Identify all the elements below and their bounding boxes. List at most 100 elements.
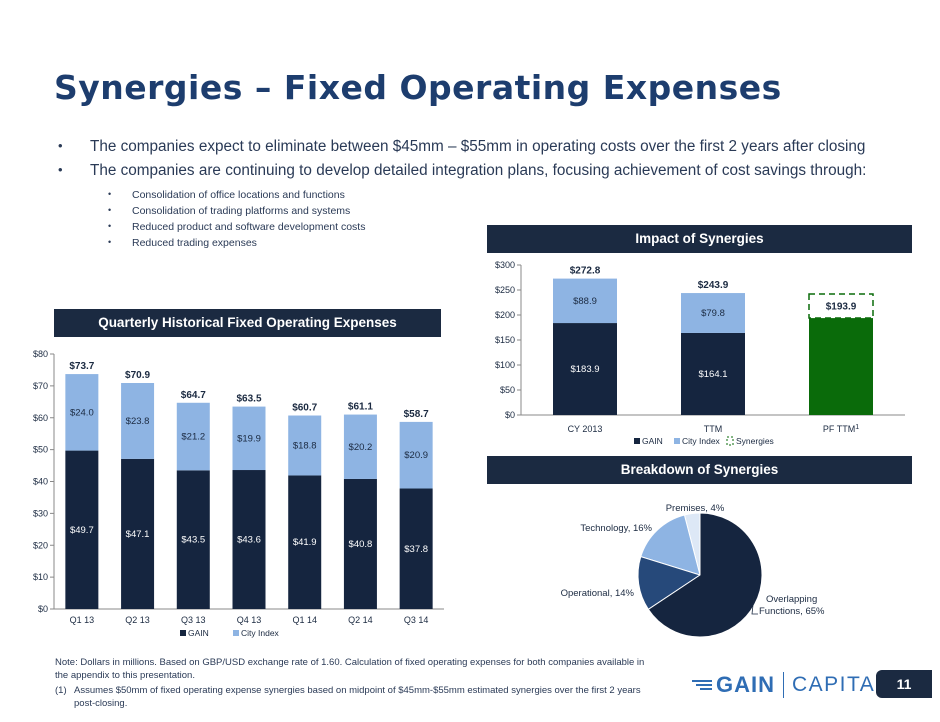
bar-city-index xyxy=(343,414,377,479)
sub-bullet-item: Reduced trading expenses xyxy=(108,237,365,249)
data-label: $24.0 xyxy=(70,407,94,418)
pie-label-operational: Operational, 14% xyxy=(561,588,635,599)
total-label: $243.9 xyxy=(698,280,729,291)
bar-gain xyxy=(121,458,155,609)
legend-label: City Index xyxy=(682,436,721,446)
data-label: $47.1 xyxy=(126,529,150,540)
sub-bullet-item: Reduced product and software development… xyxy=(108,221,365,233)
pie-label-overlapping-1: Overlapping xyxy=(766,594,817,605)
legend-swatch-gain xyxy=(634,438,640,444)
data-label: $40.8 xyxy=(349,539,373,550)
y-tick-label: $40 xyxy=(33,477,48,487)
footnote-1: (1) Assumes $50mm of fixed operating expe… xyxy=(55,685,645,710)
y-tick-label: $70 xyxy=(33,381,48,391)
x-tick-label: Q3 14 xyxy=(404,615,429,625)
total-label: $64.7 xyxy=(181,390,206,401)
pie-slice-2 xyxy=(640,514,701,576)
data-label: $20.9 xyxy=(404,450,428,461)
bar-gain xyxy=(288,475,322,609)
data-label: $23.8 xyxy=(126,416,150,427)
total-label: $63.5 xyxy=(236,394,261,405)
pie-label-premises: Premises, 4% xyxy=(666,503,725,514)
x-tick-label: PF TTM1 xyxy=(823,424,859,434)
bar-gain xyxy=(176,470,210,609)
impact-chart-header: Impact of Synergies xyxy=(487,225,912,253)
bar-gain xyxy=(65,450,99,609)
page-title: Synergies – Fixed Operating Expenses xyxy=(54,68,782,107)
footnotes: Note: Dollars in millions. Based on GBP/… xyxy=(55,657,645,710)
total-label: $73.7 xyxy=(69,361,94,372)
bar-city-index xyxy=(553,278,617,324)
quarterly-expenses-chart: $0 $10 $20 $30 $40 $50 $60 $70 $80 $49.7 $24.0 $73.… xyxy=(33,349,444,638)
footnote-text: Assumes $50mm of fixed operating expense… xyxy=(74,685,641,709)
bar-city-index xyxy=(399,421,433,489)
bar-synergies xyxy=(808,293,874,319)
total-label: $61.1 xyxy=(348,402,373,413)
x-tick-label: Q1 13 xyxy=(70,615,95,625)
logo-stripes-icon xyxy=(692,680,712,690)
bullet-item: The companies expect to eliminate betwee… xyxy=(58,138,928,156)
y-tick-label: $80 xyxy=(33,349,48,359)
data-label: $18.8 xyxy=(293,440,317,451)
x-tick-label: CY 2013 xyxy=(568,424,603,434)
logo-divider xyxy=(783,672,784,698)
bar-city-index xyxy=(65,374,99,451)
y-tick-label: $10 xyxy=(33,572,48,582)
legend-swatch-city-index xyxy=(233,630,239,636)
data-label: $20.2 xyxy=(349,442,373,453)
bar-gain xyxy=(232,470,266,609)
legend-label: Synergies xyxy=(736,436,774,446)
bullet-item: The companies are continuing to develop … xyxy=(58,162,928,180)
y-tick-label: $300 xyxy=(495,260,515,270)
y-tick-label: $60 xyxy=(33,413,48,423)
breakdown-chart-header: Breakdown of Synergies xyxy=(487,456,912,484)
bar-city-index xyxy=(121,383,155,459)
pie-label-technology: Technology, 16% xyxy=(580,523,652,534)
note-text: Note: Dollars in millions. Based on GBP/… xyxy=(55,657,645,681)
x-tick-label: Q2 14 xyxy=(348,615,373,625)
bar-city-index xyxy=(681,293,745,333)
total-label: $58.7 xyxy=(404,409,429,420)
y-tick-label: $0 xyxy=(505,410,515,420)
data-label: $49.7 xyxy=(70,525,94,536)
gain-capital-logo: GAIN CAPITAL xyxy=(692,670,888,700)
y-tick-label: $200 xyxy=(495,310,515,320)
bar-city-index xyxy=(176,402,210,471)
y-tick-label: $150 xyxy=(495,335,515,345)
data-label: $19.9 xyxy=(237,433,261,444)
x-tick-label: Q2 13 xyxy=(125,615,150,625)
legend-swatch-city-index xyxy=(674,438,680,444)
legend-label: GAIN xyxy=(642,436,663,446)
bar-gain xyxy=(553,323,617,415)
x-tick-label: TTM xyxy=(704,424,723,434)
x-tick-superscript: 1 xyxy=(855,424,859,431)
pie-label-overlapping-2: Functions, 65% xyxy=(759,606,825,617)
pie-leader-line xyxy=(751,595,758,615)
data-label: $21.2 xyxy=(181,432,205,443)
data-label: $183.9 xyxy=(570,364,599,375)
bar-city-index xyxy=(288,415,322,476)
page-number: 11 xyxy=(876,670,932,698)
data-label: $37.8 xyxy=(404,544,428,555)
total-label: $193.9 xyxy=(826,302,857,313)
x-tick-label: Q4 13 xyxy=(237,615,262,625)
sub-bullet-item: Consolidation of office locations and fu… xyxy=(108,189,365,201)
bar-gain xyxy=(681,332,745,415)
bar-gain xyxy=(399,488,433,609)
data-label: $43.5 xyxy=(181,535,205,546)
total-label: $272.8 xyxy=(570,266,601,277)
legend-swatch-synergies xyxy=(726,436,734,446)
data-label: $43.6 xyxy=(237,535,261,546)
quarterly-chart-header: Quarterly Historical Fixed Operating Exp… xyxy=(54,309,441,337)
data-label: $79.8 xyxy=(701,308,725,319)
y-tick-label: $100 xyxy=(495,360,515,370)
y-tick-label: $0 xyxy=(38,604,48,614)
logo-gain: GAIN xyxy=(716,672,775,697)
data-label: $164.1 xyxy=(698,369,727,380)
pie-slice-1 xyxy=(637,555,702,611)
logo-capital: CAPITAL xyxy=(792,673,889,696)
legend-swatch-gain xyxy=(180,630,186,636)
y-tick-label: $250 xyxy=(495,285,515,295)
sub-bullet-list: Consolidation of office locations and fu… xyxy=(108,189,365,253)
x-tick-label: Q3 13 xyxy=(181,615,206,625)
